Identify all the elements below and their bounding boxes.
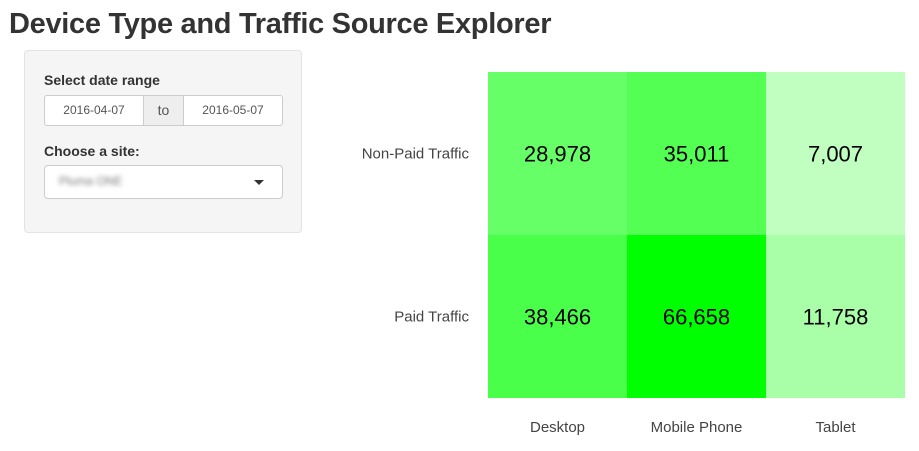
heatmap-y-tick-label: Paid Traffic: [394, 309, 469, 326]
heatmap-cell: [766, 235, 905, 398]
site-select-value: Pluma ONE: [59, 174, 123, 188]
heatmap-cell: [488, 235, 627, 398]
heatmap-cell-value: 35,011: [664, 142, 730, 167]
heatmap-cell: [627, 72, 766, 235]
heatmap-x-tick-label: Tablet: [815, 419, 856, 436]
site-select-label: Choose a site:: [44, 143, 140, 159]
date-range-separator: to: [144, 95, 183, 126]
heatmap-cell-value: 7,007: [808, 142, 863, 167]
heatmap-cell: [766, 72, 905, 235]
page-title: Device Type and Traffic Source Explorer: [9, 8, 552, 40]
site-select[interactable]: Pluma ONE: [44, 165, 283, 199]
heatmap-cell: [488, 72, 627, 235]
heatmap-cell-value: 28,978: [524, 142, 591, 167]
heatmap-y-tick-label: Non-Paid Traffic: [362, 146, 470, 163]
heatmap-x-axis: Desktop Mobile Phone Tablet: [530, 419, 856, 436]
heatmap-value-labels: 28,978 35,011 7,007 38,466 66,658 11,758: [524, 142, 868, 330]
heatmap-cell-value: 11,758: [803, 305, 869, 330]
heatmap-y-axis: Non-Paid Traffic Paid Traffic: [362, 146, 470, 326]
date-end-input[interactable]: 2016-05-07: [183, 95, 283, 126]
heatmap-cell: [627, 235, 766, 398]
heatmap-cells: [488, 72, 905, 398]
heatmap-x-tick-label: Mobile Phone: [651, 419, 743, 436]
date-range-input: 2016-04-07 to 2016-05-07: [44, 95, 283, 126]
heatmap-x-tick-label: Desktop: [530, 419, 585, 436]
heatmap-cell-value: 66,658: [663, 305, 730, 330]
date-start-input[interactable]: 2016-04-07: [44, 95, 144, 126]
date-range-label: Select date range: [44, 72, 160, 88]
sidebar-panel: Select date range 2016-04-07 to 2016-05-…: [24, 50, 302, 233]
chevron-down-icon[interactable]: [254, 180, 264, 185]
heatmap-cell-value: 38,466: [524, 305, 591, 330]
